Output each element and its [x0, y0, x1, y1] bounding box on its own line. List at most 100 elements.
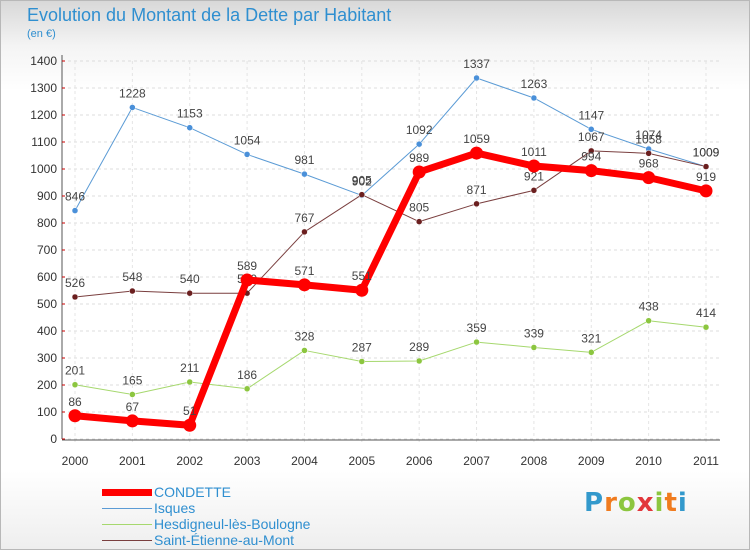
x-tick-label: 2001	[119, 454, 146, 468]
data-point	[530, 94, 538, 102]
y-tick-label: 100	[37, 405, 57, 419]
data-label: 1011	[521, 145, 547, 159]
legend-item: Isques	[102, 500, 362, 516]
data-point	[301, 170, 308, 178]
data-point	[415, 140, 423, 148]
data-point	[699, 184, 713, 198]
data-label: 1009	[693, 146, 720, 160]
legend-item: Saint-Étienne-au-Mont	[102, 532, 362, 548]
chart-legend: CONDETTE Isques Hesdigneul-lès-Boulogne Sai…	[102, 484, 362, 548]
x-tick-label: 2002	[176, 454, 203, 468]
data-label: 805	[409, 201, 429, 215]
data-point	[588, 126, 595, 133]
data-point	[702, 323, 710, 331]
y-tick-label: 500	[37, 297, 57, 311]
data-point	[183, 418, 197, 432]
legend-label: Isques	[154, 500, 196, 516]
data-label: 1074	[635, 128, 662, 142]
x-tick-label: 2006	[406, 454, 433, 468]
data-point	[645, 150, 652, 157]
legend-item: Hesdigneul-lès-Boulogne	[102, 516, 362, 532]
data-label: 968	[639, 157, 659, 171]
data-label: 51	[183, 404, 197, 418]
data-point	[415, 218, 423, 225]
data-label: 905	[352, 174, 372, 188]
data-label: 321	[581, 331, 601, 345]
data-point	[645, 317, 652, 324]
data-label: 540	[180, 272, 200, 286]
data-point	[358, 358, 366, 365]
data-point	[125, 414, 139, 428]
y-tick-label: 1400	[30, 54, 57, 68]
data-label: 571	[294, 264, 314, 278]
data-label: 359	[467, 321, 487, 335]
data-point	[243, 151, 251, 158]
data-label: 67	[126, 400, 140, 414]
data-label: 551	[352, 269, 372, 283]
y-tick-label: 0	[50, 432, 57, 446]
x-tick-label: 2007	[463, 454, 490, 468]
chart-title: Evolution du Montant de la Dette par Hab…	[27, 5, 392, 25]
data-point	[129, 287, 136, 295]
y-tick-label: 400	[37, 324, 57, 338]
legend-label: Saint-Étienne-au-Mont	[154, 532, 295, 548]
data-label: 1263	[521, 77, 548, 91]
x-tick-label: 2010	[635, 454, 662, 468]
data-point	[71, 293, 79, 301]
data-label: 339	[524, 326, 544, 340]
data-label: 919	[696, 170, 716, 184]
data-point	[186, 289, 193, 297]
data-point	[129, 391, 136, 398]
data-label: 1337	[463, 57, 490, 71]
data-label: 1147	[578, 108, 604, 122]
data-label: 871	[467, 183, 487, 197]
x-tick-label: 2000	[62, 454, 89, 468]
data-label: 1054	[234, 133, 261, 147]
data-label: 1009	[693, 146, 720, 160]
data-point	[473, 200, 480, 208]
data-label: 1228	[119, 86, 146, 100]
legend-label: Hesdigneul-lès-Boulogne	[154, 516, 311, 532]
legend-label: CONDETTE	[154, 484, 231, 500]
data-point	[473, 74, 480, 82]
data-label: 289	[409, 340, 429, 354]
data-label: 1059	[463, 132, 490, 146]
data-label: 86	[68, 395, 82, 409]
legend-item: CONDETTE	[102, 484, 362, 500]
data-label: 186	[237, 368, 257, 382]
data-point	[588, 147, 595, 155]
data-label: 414	[696, 306, 716, 320]
x-tick-label: 2005	[348, 454, 375, 468]
y-tick-label: 300	[37, 351, 57, 365]
data-label: 921	[524, 169, 544, 183]
data-point	[301, 228, 308, 236]
data-point	[129, 104, 136, 111]
x-tick-label: 2003	[234, 454, 261, 468]
logo-letter: t	[664, 488, 678, 518]
data-point	[412, 165, 426, 179]
data-point	[527, 159, 541, 173]
data-label: 981	[294, 153, 314, 167]
data-label: 548	[122, 270, 142, 284]
data-label: 1058	[635, 132, 662, 146]
y-tick-label: 800	[37, 216, 57, 230]
data-point	[584, 164, 598, 178]
series-line-hesdigneul-les-boulogne	[74, 320, 707, 395]
legend-swatch	[102, 507, 152, 509]
logo-letter: P	[584, 488, 605, 518]
logo-letter: i	[677, 488, 688, 518]
data-label: 438	[639, 300, 659, 314]
data-point	[243, 385, 251, 393]
data-label: 1092	[406, 123, 433, 137]
y-tick-label: 1100	[31, 135, 57, 149]
data-label: 211	[180, 361, 199, 375]
data-point	[71, 207, 79, 214]
x-tick-label: 2011	[693, 454, 719, 468]
logo-letter: i	[654, 488, 665, 518]
y-tick-label: 1200	[30, 108, 57, 122]
data-point	[470, 146, 484, 160]
legend-swatch	[102, 488, 152, 496]
chart-subtitle: (en €)	[27, 28, 56, 40]
